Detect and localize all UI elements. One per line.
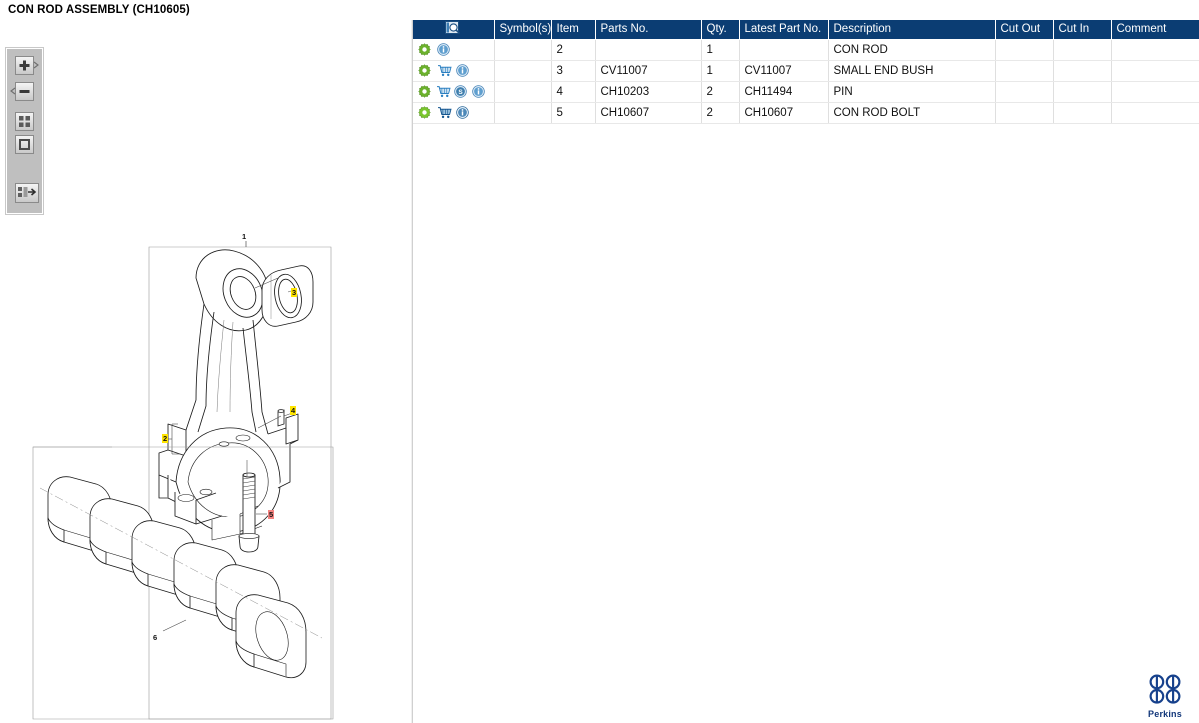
cell-comment	[1111, 60, 1199, 82]
column-header-latest[interactable]: Latest Part No.	[739, 20, 829, 40]
perkins-wordmark: Perkins	[1148, 709, 1182, 719]
con-rod-assembly-drawing	[32, 241, 334, 720]
cell-cut-in	[1053, 60, 1112, 82]
cell-comment	[1111, 81, 1199, 103]
cell-comment	[1111, 39, 1199, 61]
info-icon[interactable]	[437, 42, 451, 57]
cell-parts-no: CV11007	[595, 60, 702, 82]
zoom-out-icon	[15, 82, 34, 101]
cell-cut-in	[1053, 81, 1112, 103]
table-header-row: Symbol(s) Item Parts No. Qty. Latest Par…	[413, 20, 1199, 40]
parts-table: Symbol(s) Item Parts No. Qty. Latest Par…	[413, 20, 1199, 124]
viewer-toolbar	[5, 47, 44, 215]
parts-table-body: 2 1 CON ROD	[413, 39, 1199, 124]
cell-symbols	[494, 102, 552, 124]
cell-latest: CH10607	[739, 102, 829, 124]
callout-3[interactable]: 3	[291, 288, 298, 297]
fit-page-button[interactable]	[13, 134, 37, 156]
callout-6[interactable]: 6	[153, 633, 158, 642]
info-icon[interactable]	[456, 105, 470, 120]
cell-item: 2	[551, 39, 596, 61]
title-bar: CON ROD ASSEMBLY (CH10605)	[0, 0, 1199, 20]
callout-5[interactable]: 5	[268, 510, 275, 519]
cell-description: SMALL END BUSH	[828, 60, 996, 82]
gear-icon[interactable]	[418, 42, 432, 57]
zoom-area-button[interactable]	[13, 111, 37, 133]
callout-4[interactable]: 4	[290, 406, 297, 415]
cell-cut-in	[1053, 102, 1112, 124]
table-row[interactable]: 3 CV11007 1 CV11007 SMALL END BUSH	[413, 60, 1199, 82]
cell-item: 4	[551, 81, 596, 103]
info-icon[interactable]	[456, 63, 470, 78]
cart-icon[interactable]	[437, 106, 452, 120]
column-header-actions[interactable]	[413, 20, 495, 40]
cell-latest	[739, 39, 829, 61]
cell-cut-out	[995, 81, 1054, 103]
cell-cut-out	[995, 60, 1054, 82]
cell-symbols	[494, 39, 552, 61]
column-header-symbols[interactable]: Symbol(s)	[494, 20, 552, 40]
fit-page-icon	[15, 135, 34, 154]
cell-latest: CH11494	[739, 81, 829, 103]
table-row[interactable]: 2 1 CON ROD	[413, 39, 1199, 61]
callout-2[interactable]: 2	[162, 434, 169, 443]
cell-parts-no: CH10607	[595, 102, 702, 124]
svg-text:S: S	[458, 89, 463, 96]
row-actions	[413, 39, 495, 61]
info-icon[interactable]	[472, 84, 486, 99]
illustration-viewer-panel: 1 3 4 2 5 6	[0, 20, 413, 723]
gear-icon[interactable]	[418, 105, 432, 120]
column-header-item[interactable]: Item	[551, 20, 596, 40]
supersede-icon[interactable]: S	[454, 84, 468, 99]
cell-symbols	[494, 81, 552, 103]
zoom-in-icon	[15, 56, 34, 75]
cell-cut-out	[995, 39, 1054, 61]
gear-icon[interactable]	[418, 63, 432, 78]
column-header-parts-no[interactable]: Parts No.	[595, 20, 702, 40]
cell-cut-in	[1053, 39, 1112, 61]
cell-description: CON ROD BOLT	[828, 102, 996, 124]
cell-parts-no	[595, 39, 702, 61]
column-header-description[interactable]: Description	[828, 20, 996, 40]
column-header-comment[interactable]: Comment	[1111, 20, 1199, 40]
cell-latest: CV11007	[739, 60, 829, 82]
column-header-cut-in[interactable]: Cut In	[1053, 20, 1112, 40]
parts-table-panel: Symbol(s) Item Parts No. Qty. Latest Par…	[413, 20, 1199, 723]
cart-icon[interactable]	[437, 64, 452, 78]
perkins-logo: Perkins	[1139, 667, 1191, 719]
cell-cut-out	[995, 102, 1054, 124]
table-row[interactable]: S 4	[413, 81, 1199, 103]
expand-panel-icon	[15, 183, 39, 203]
search-icon[interactable]	[445, 20, 461, 38]
row-actions	[413, 102, 495, 124]
fit-tiles-icon	[15, 112, 34, 131]
cell-qty: 2	[701, 102, 740, 124]
gear-icon[interactable]	[418, 84, 432, 99]
cart-icon[interactable]	[436, 85, 451, 99]
zoom-out-button[interactable]	[10, 81, 37, 103]
cell-description: CON ROD	[828, 39, 996, 61]
row-actions: S	[413, 81, 495, 103]
zoom-in-button[interactable]	[13, 55, 39, 77]
cell-parts-no: CH10203	[595, 81, 702, 103]
row-actions	[413, 60, 495, 82]
page-title: CON ROD ASSEMBLY (CH10605)	[8, 4, 190, 16]
cell-qty: 2	[701, 81, 740, 103]
cell-item: 5	[551, 102, 596, 124]
expand-panel-button[interactable]	[13, 182, 43, 204]
perkins-mark-icon	[1149, 674, 1181, 704]
cell-symbols	[494, 60, 552, 82]
cell-description: PIN	[828, 81, 996, 103]
cell-item: 3	[551, 60, 596, 82]
column-header-cut-out[interactable]: Cut Out	[995, 20, 1054, 40]
cell-comment	[1111, 102, 1199, 124]
cell-qty: 1	[701, 39, 740, 61]
illustration-canvas[interactable]: 1 3 4 2 5 6	[0, 20, 411, 723]
table-row-selected[interactable]: 5 CH10607 2 CH10607 CON ROD BOLT	[413, 102, 1199, 124]
callout-1[interactable]: 1	[242, 232, 247, 241]
cell-qty: 1	[701, 60, 740, 82]
column-header-qty[interactable]: Qty.	[701, 20, 740, 40]
